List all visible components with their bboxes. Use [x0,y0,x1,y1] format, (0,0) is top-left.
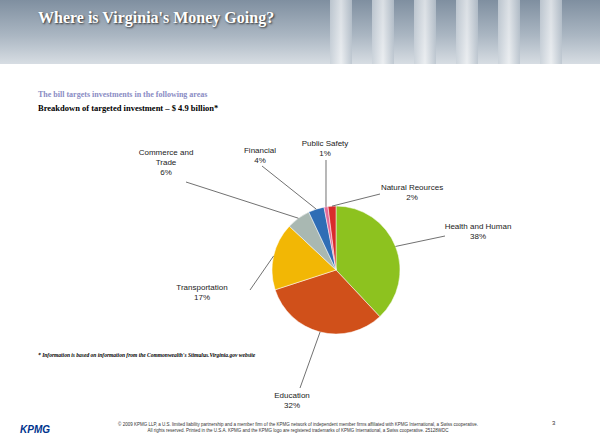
svg-text:Health and Human38%: Health and Human38% [445,222,512,241]
svg-text:Financial4%: Financial4% [244,146,276,165]
html-text:KPMG: KPMG [20,424,50,435]
html-text:The bill targets investments i: The bill targets investments in the foll… [38,90,208,99]
svg-text:Transportation17%: Transportation17% [176,283,227,302]
html-text:© 2009 KPMG LLP, a U.S. limite: © 2009 KPMG LLP, a U.S. limited liabilit… [118,422,478,433]
svg-text:Education32%: Education32% [274,391,310,410]
svg-text:Commerce andTrade6%: Commerce andTrade6% [139,148,194,177]
html-text:Where is Virginia's Money Goin: Where is Virginia's Money Going? [38,9,275,26]
svg-text:Public Safety1%: Public Safety1% [302,139,349,158]
html-text:Breakdown of targeted investme: Breakdown of targeted investment – $ 4.9… [38,103,219,113]
svg-text:Natural Reources2%: Natural Reources2% [381,183,443,202]
html-text:* Information is based on info: * Information is based on information fr… [38,352,256,358]
html-text:3: 3 [552,420,556,426]
